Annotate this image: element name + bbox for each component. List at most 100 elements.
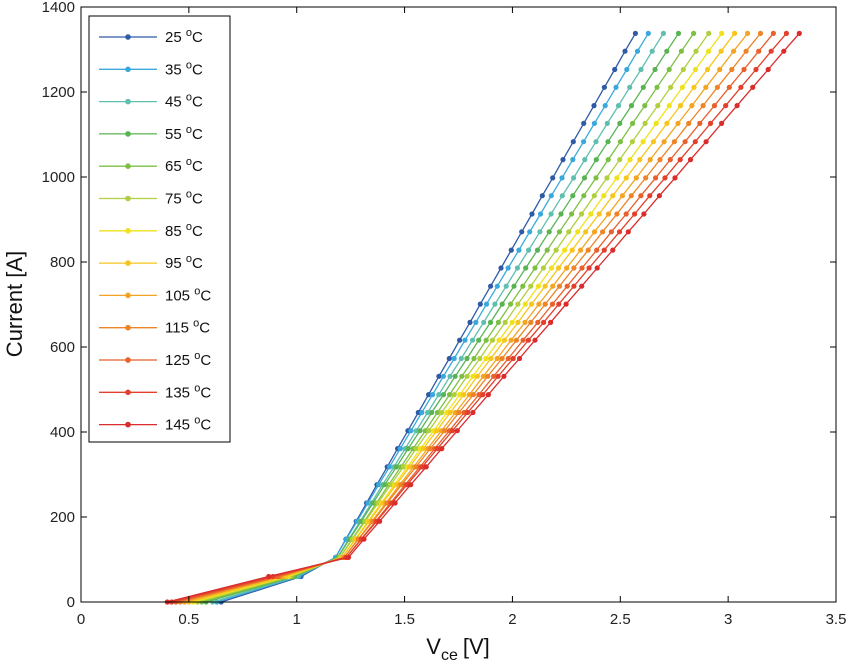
data-point [413, 464, 419, 470]
data-point [457, 337, 463, 343]
data-point [645, 30, 651, 36]
legend-entry-25C: 25 oC [99, 27, 203, 46]
data-point [616, 229, 623, 235]
data-point [566, 229, 572, 235]
data-point [591, 120, 598, 126]
data-point [528, 301, 535, 307]
legend-label: 25 oC [165, 27, 203, 46]
y-tick-label: 600 [50, 339, 75, 356]
data-point [473, 319, 479, 325]
data-point [596, 211, 602, 217]
series-65C [199, 30, 697, 605]
series-line [205, 33, 680, 603]
data-point [734, 103, 740, 109]
data-point [719, 120, 725, 126]
data-point [689, 103, 695, 109]
data-point [601, 193, 607, 199]
data-point [729, 66, 735, 73]
data-point [494, 283, 500, 289]
data-point [660, 30, 667, 36]
data-point [407, 464, 413, 470]
data-point [544, 247, 550, 253]
data-point [750, 84, 756, 90]
data-point [491, 373, 497, 379]
data-point [488, 283, 494, 289]
data-point [429, 409, 435, 416]
data-point [480, 373, 486, 379]
y-tick-label: 800 [50, 254, 75, 271]
data-point [657, 157, 663, 163]
data-point [464, 355, 470, 362]
data-point [514, 265, 521, 271]
data-point [442, 428, 448, 434]
data-point [508, 337, 514, 343]
data-point [666, 66, 672, 73]
data-point [405, 446, 411, 452]
data-point [510, 355, 516, 362]
data-point [451, 392, 457, 398]
data-point [466, 392, 472, 398]
legend-label: 145 oC [165, 415, 211, 434]
data-point [470, 409, 476, 416]
series-55C [203, 30, 682, 605]
x-tick-label: 1.5 [394, 611, 415, 628]
legend-swatch-marker [125, 292, 131, 299]
data-point [783, 30, 790, 36]
data-point [526, 247, 532, 253]
data-point [697, 120, 703, 126]
series-line [221, 33, 636, 603]
x-axis-title: Vce [V] [426, 634, 490, 664]
data-point [723, 103, 729, 109]
data-point [505, 355, 511, 362]
data-point [467, 319, 473, 325]
legend-swatch-marker [125, 389, 131, 396]
data-point [605, 157, 611, 163]
data-point [564, 283, 570, 289]
data-point [579, 283, 585, 289]
series-line [216, 33, 649, 603]
data-point [650, 139, 657, 145]
legend-swatch-marker [125, 131, 131, 137]
data-point [601, 84, 608, 90]
data-point [796, 30, 802, 36]
data-point [553, 247, 559, 253]
data-point [765, 66, 771, 73]
data-point [569, 247, 575, 253]
data-point [656, 193, 663, 199]
data-point [474, 373, 480, 379]
data-point [757, 30, 764, 36]
data-point [456, 409, 462, 416]
y-tick-label: 200 [50, 509, 75, 526]
data-point [461, 392, 467, 398]
data-point [569, 211, 575, 217]
data-point [570, 193, 576, 199]
series-line [180, 32, 762, 603]
legend-label: 115 oC [165, 318, 210, 337]
legend-swatch-marker [125, 421, 131, 428]
data-point [542, 301, 548, 307]
data-point [562, 247, 568, 253]
data-point [408, 428, 414, 434]
data-point [738, 84, 744, 90]
data-point [388, 482, 394, 488]
y-tick-label: 1400 [42, 0, 75, 16]
data-point [446, 355, 452, 362]
data-point [537, 229, 543, 235]
axis-ticks: 0 0.5 1 1.5 2 2.5 3 3.5 0 200 400 600 800 1000 1200 140… [42, 0, 847, 628]
plot-frame [80, 6, 837, 603]
data-point [434, 428, 440, 434]
x-tick-label: 2.5 [610, 611, 631, 628]
data-point [719, 30, 725, 36]
legend-label: 45 oC [165, 92, 203, 111]
data-point [508, 301, 514, 307]
y-axis-title: Current [A] [2, 251, 27, 357]
data-point [516, 247, 522, 253]
data-point [439, 446, 445, 452]
data-point [540, 265, 547, 271]
data-point [614, 211, 620, 217]
data-point [560, 157, 566, 163]
data-point [499, 301, 505, 307]
legend-swatch-marker [125, 163, 131, 169]
data-point [675, 120, 681, 126]
